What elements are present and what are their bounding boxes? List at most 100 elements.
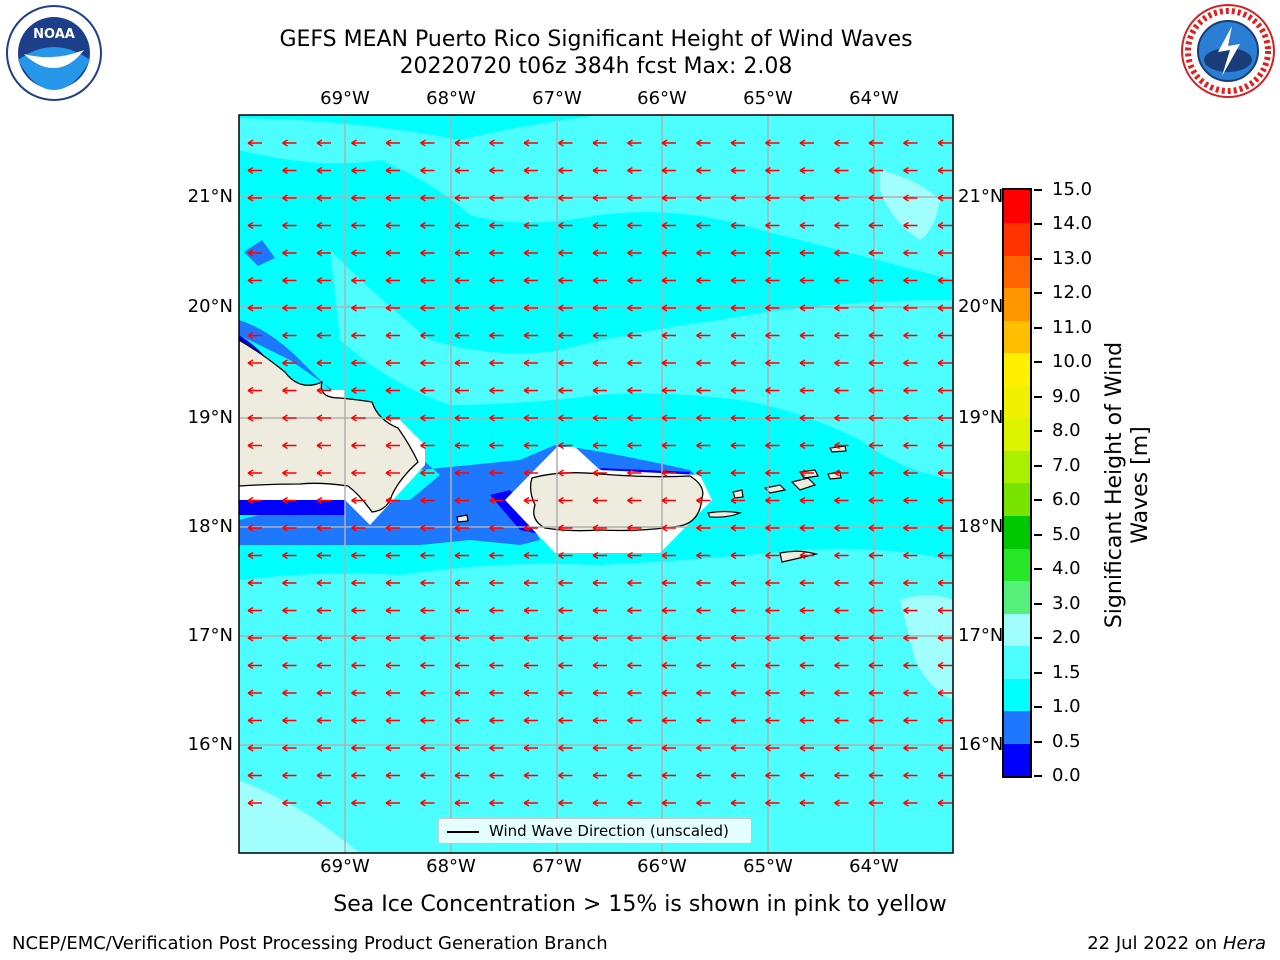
wave-direction-arrow [868,221,883,230]
colorbar-tick-mark [1034,499,1042,502]
lat-label-right: 20°N [958,296,1004,317]
wave-direction-arrow [868,634,883,642]
lat-label-right: 16°N [958,734,1004,755]
colorbar-tick-mark [1034,706,1042,709]
wave-direction-arrow [661,469,676,477]
wave-direction-arrow [799,661,814,670]
wave-direction-arrow [661,551,676,560]
wave-direction-arrow [247,304,262,312]
wave-direction-arrow [627,414,642,422]
wave-direction-arrow [765,249,780,257]
wave-direction-arrow [351,799,366,807]
wave-direction-arrow [765,139,780,147]
wave-direction-arrow [903,194,918,202]
wave-direction-arrow [282,166,297,175]
wave-direction-arrow [937,496,952,505]
wave-direction-arrow [592,634,607,642]
wave-direction-arrow [903,249,918,257]
wave-direction-arrow [282,414,297,422]
wave-direction-arrow [661,661,676,670]
wave-direction-arrow [937,771,952,780]
wave-direction-arrow [454,744,469,752]
wave-direction-arrow [696,661,711,670]
wave-direction-arrow [420,579,435,587]
wave-direction-arrow [730,276,745,285]
wave-direction-arrow [730,689,745,697]
wave-direction-arrow [385,441,400,450]
wave-direction-arrow [385,716,400,725]
lon-label-bottom: 68°W [426,856,476,877]
colorbar-tick-label: 0.5 [1052,730,1081,752]
wave-direction-arrow [627,221,642,230]
wave-direction-arrow [730,716,745,725]
wave-direction-arrow [592,441,607,450]
wave-direction-arrow [385,139,400,147]
wave-direction-arrow [247,386,262,395]
wave-direction-arrow [489,771,504,780]
wave-direction-arrow [903,221,918,230]
colorbar-tick-mark [1034,326,1042,329]
wave-direction-arrow [420,304,435,312]
colorbar-tick-label: 14.0 [1052,213,1093,235]
ocean-field-1.5-2.0-south [239,548,953,853]
wave-direction-arrow [799,579,814,587]
wave-direction-arrow [799,771,814,780]
wave-direction-arrow [730,634,745,642]
colorbar-tick-mark [1034,430,1042,433]
wave-direction-arrow [385,304,400,312]
wave-direction-arrow [247,551,262,560]
wave-direction-arrow [523,634,538,642]
wave-direction-arrow [385,799,400,807]
wave-direction-arrow [868,551,883,560]
wave-direction-arrow [765,551,780,560]
wave-direction-arrow [799,606,814,615]
wave-direction-arrow [247,524,262,532]
chart-subtitle: 20220720 t06z 384h fcst Max: 2.08 [399,54,793,79]
wave-direction-arrow [420,386,435,395]
wave-direction-arrow [558,799,573,807]
wave-direction-arrow [351,359,366,367]
wave-direction-arrow [247,359,262,367]
colorbar-tick-label: 10.0 [1052,351,1093,373]
wave-direction-arrow [903,276,918,285]
wave-direction-arrow [247,221,262,230]
wave-direction-arrow [627,249,642,257]
wave-direction-arrow [282,331,297,340]
wave-direction-arrow [730,799,745,807]
wave-direction-arrow [868,771,883,780]
wave-direction-arrow [489,496,504,505]
wave-direction-arrow [627,799,642,807]
wave-direction-arrow [523,744,538,752]
wave-direction-arrow [316,166,331,175]
wave-direction-arrow [834,221,849,230]
land-hispaniola [239,339,419,513]
wave-direction-arrow [834,276,849,285]
colorbar-tick-label: 0.0 [1052,765,1081,786]
wave-direction-arrow [351,661,366,670]
wave-direction-arrow [627,524,642,532]
wave-direction-arrow [454,579,469,587]
wave-direction-arrow [937,386,952,395]
wave-direction-arrow [627,194,642,202]
wave-direction-arrow [868,386,883,395]
wave-direction-arrow [282,799,297,807]
ocean-field-0.5-1.0-passage [239,320,700,545]
legend-label: Wind Wave Direction (unscaled) [489,822,729,840]
wave-direction-arrow [316,441,331,450]
colorbar-segment [1004,613,1030,647]
wave-direction-arrow [799,359,814,367]
wave-direction-arrow [661,496,676,505]
wave-direction-arrow [661,194,676,202]
wave-direction-arrow [627,441,642,450]
wave-direction-arrow [765,689,780,697]
wave-direction-arrow [420,194,435,202]
wave-direction-arrow [316,524,331,532]
wave-direction-arrow [799,304,814,312]
wave-direction-arrow [868,276,883,285]
wave-direction-arrow [247,331,262,340]
wave-direction-arrow [454,441,469,450]
wave-direction-arrow [282,194,297,202]
wave-direction-arrow [247,166,262,175]
colorbar-segment [1004,287,1030,321]
colorbar [1002,188,1032,778]
